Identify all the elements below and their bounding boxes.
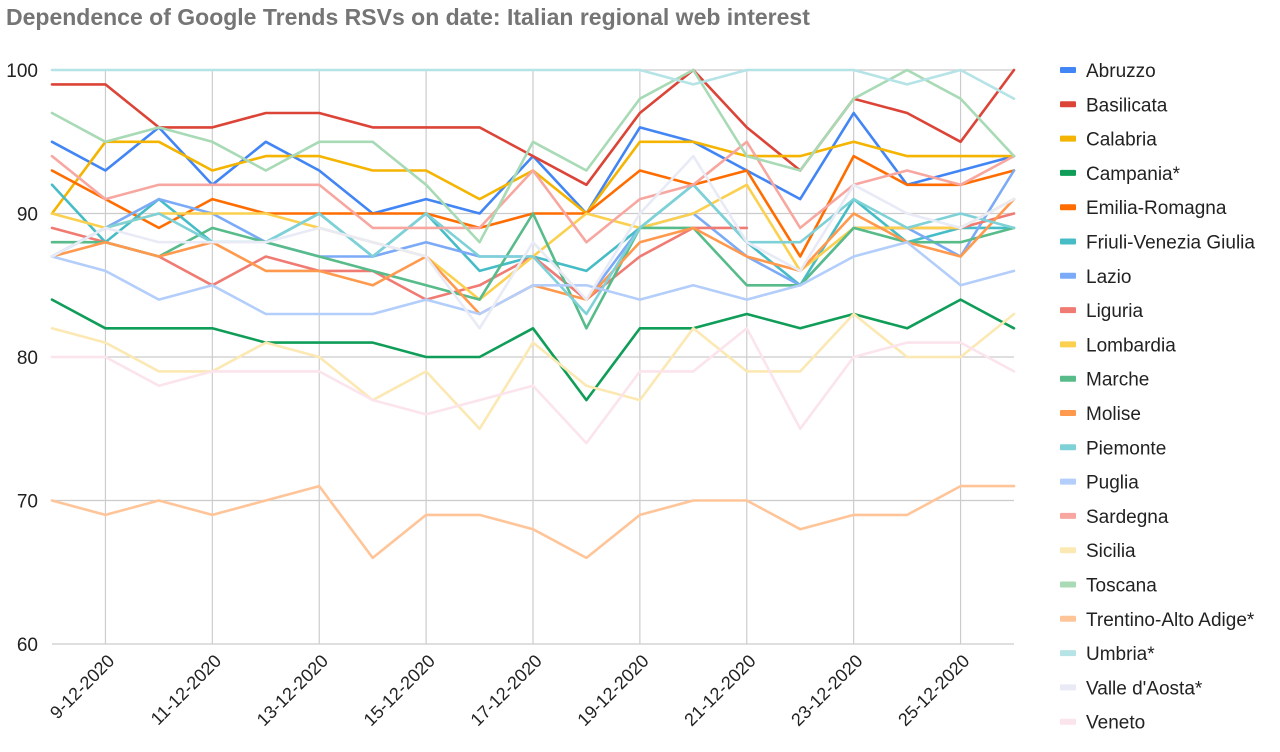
legend-label: Molise xyxy=(1086,404,1141,425)
series-line-valle-d-aosta xyxy=(50,154,1016,330)
legend-item: Campania* xyxy=(1060,164,1181,185)
legend-item: Veneto xyxy=(1060,713,1145,734)
y-tick-label: 90 xyxy=(17,205,38,226)
legend-item: Abruzzo xyxy=(1060,61,1156,82)
legend-item: Emilia-Romagna xyxy=(1060,198,1227,219)
series-line-marche xyxy=(50,212,1016,330)
x-tick-label: 17-12-2020 xyxy=(467,651,546,730)
legend-item: Calabria xyxy=(1060,130,1157,151)
legend-item: Toscana xyxy=(1060,576,1157,597)
legend-label: Umbria* xyxy=(1086,644,1155,665)
x-tick-label: 21-12-2020 xyxy=(680,651,759,730)
series-line-trentino-alto-adige xyxy=(50,484,1016,560)
legend-item: Umbria* xyxy=(1060,644,1155,665)
legend-label: Liguria xyxy=(1086,301,1143,322)
legend-swatch xyxy=(1060,478,1076,485)
series-line-veneto xyxy=(50,327,1016,445)
legend-item: Lombardia xyxy=(1060,335,1176,356)
y-tick-label: 70 xyxy=(17,492,38,513)
legend-label: Trentino-Alto Adige* xyxy=(1086,610,1255,631)
legend-swatch xyxy=(1060,718,1076,725)
legend-swatch xyxy=(1060,272,1076,279)
x-tick-label: 13-12-2020 xyxy=(253,651,332,730)
legend-item: Sicilia xyxy=(1060,541,1136,562)
legend-item: Puglia xyxy=(1060,473,1139,494)
chart-title: Dependence of Google Trends RSVs on date… xyxy=(6,4,810,30)
x-tick-label: 11-12-2020 xyxy=(147,651,225,729)
legend-label: Sicilia xyxy=(1086,541,1136,562)
legend-label: Toscana xyxy=(1086,576,1157,597)
x-tick-label: 25-12-2020 xyxy=(894,651,973,730)
legend-swatch xyxy=(1060,684,1076,691)
legend-item: Sardegna xyxy=(1060,507,1169,528)
legend-label: Piemonte xyxy=(1086,438,1166,459)
x-tick-label: 23-12-2020 xyxy=(787,651,866,730)
legend-item: Trentino-Alto Adige* xyxy=(1060,610,1255,631)
legend-item: Lazio xyxy=(1060,267,1131,288)
legend-swatch xyxy=(1060,169,1076,176)
y-tick-label: 60 xyxy=(17,635,38,656)
legend-label: Valle d'Aosta* xyxy=(1086,678,1203,699)
legend: Abruzzo Basilicata Calabria Campania* Emilia… xyxy=(1060,61,1255,734)
legend-item: Friuli-Venezia Giulia xyxy=(1060,233,1255,254)
legend-label: Friuli-Venezia Giulia xyxy=(1086,233,1255,254)
series-line-puglia xyxy=(50,240,1016,316)
legend-label: Calabria xyxy=(1086,130,1157,151)
legend-swatch xyxy=(1060,341,1076,348)
legend-label: Veneto xyxy=(1086,713,1145,734)
legend-swatch xyxy=(1060,581,1076,588)
legend-label: Basilicata xyxy=(1086,95,1168,116)
legend-swatch xyxy=(1060,101,1076,108)
x-tick-label: 19-12-2020 xyxy=(573,651,652,730)
legend-item: Basilicata xyxy=(1060,95,1168,116)
legend-item: Liguria xyxy=(1060,301,1143,322)
legend-label: Sardegna xyxy=(1086,507,1169,528)
legend-label: Lombardia xyxy=(1086,335,1176,356)
legend-label: Puglia xyxy=(1086,473,1139,494)
legend-swatch xyxy=(1060,375,1076,382)
legend-label: Campania* xyxy=(1086,164,1181,185)
grid-lines xyxy=(52,69,1014,645)
legend-swatch xyxy=(1060,204,1076,211)
legend-item: Valle d'Aosta* xyxy=(1060,678,1203,699)
y-tick-label: 80 xyxy=(17,348,38,369)
legend-label: Lazio xyxy=(1086,267,1131,288)
legend-item: Marche xyxy=(1060,370,1149,391)
legend-swatch xyxy=(1060,410,1076,416)
legend-swatch xyxy=(1060,135,1076,142)
legend-swatch xyxy=(1060,512,1076,519)
legend-swatch xyxy=(1060,67,1076,73)
legend-swatch xyxy=(1060,444,1076,451)
axes: 60 70 80 90 100 9-12-2020 11-12-2020 13-12-2020… xyxy=(6,61,973,730)
x-tick-label: 9-12-2020 xyxy=(46,651,118,723)
legend-label: Emilia-Romagna xyxy=(1086,198,1227,219)
y-tick-label: 100 xyxy=(6,61,38,82)
series-line-umbria xyxy=(50,68,1016,100)
legend-item: Molise xyxy=(1060,404,1141,425)
legend-swatch xyxy=(1060,615,1076,622)
legend-item: Piemonte xyxy=(1060,438,1166,459)
series-lines xyxy=(50,68,1016,560)
legend-swatch xyxy=(1060,650,1076,657)
legend-swatch xyxy=(1060,307,1076,314)
legend-swatch xyxy=(1060,547,1076,554)
legend-label: Marche xyxy=(1086,370,1149,391)
series-line-toscana xyxy=(50,68,1016,244)
x-tick-label: 15-12-2020 xyxy=(360,651,439,730)
legend-label: Abruzzo xyxy=(1086,61,1156,82)
legend-swatch xyxy=(1060,238,1076,245)
